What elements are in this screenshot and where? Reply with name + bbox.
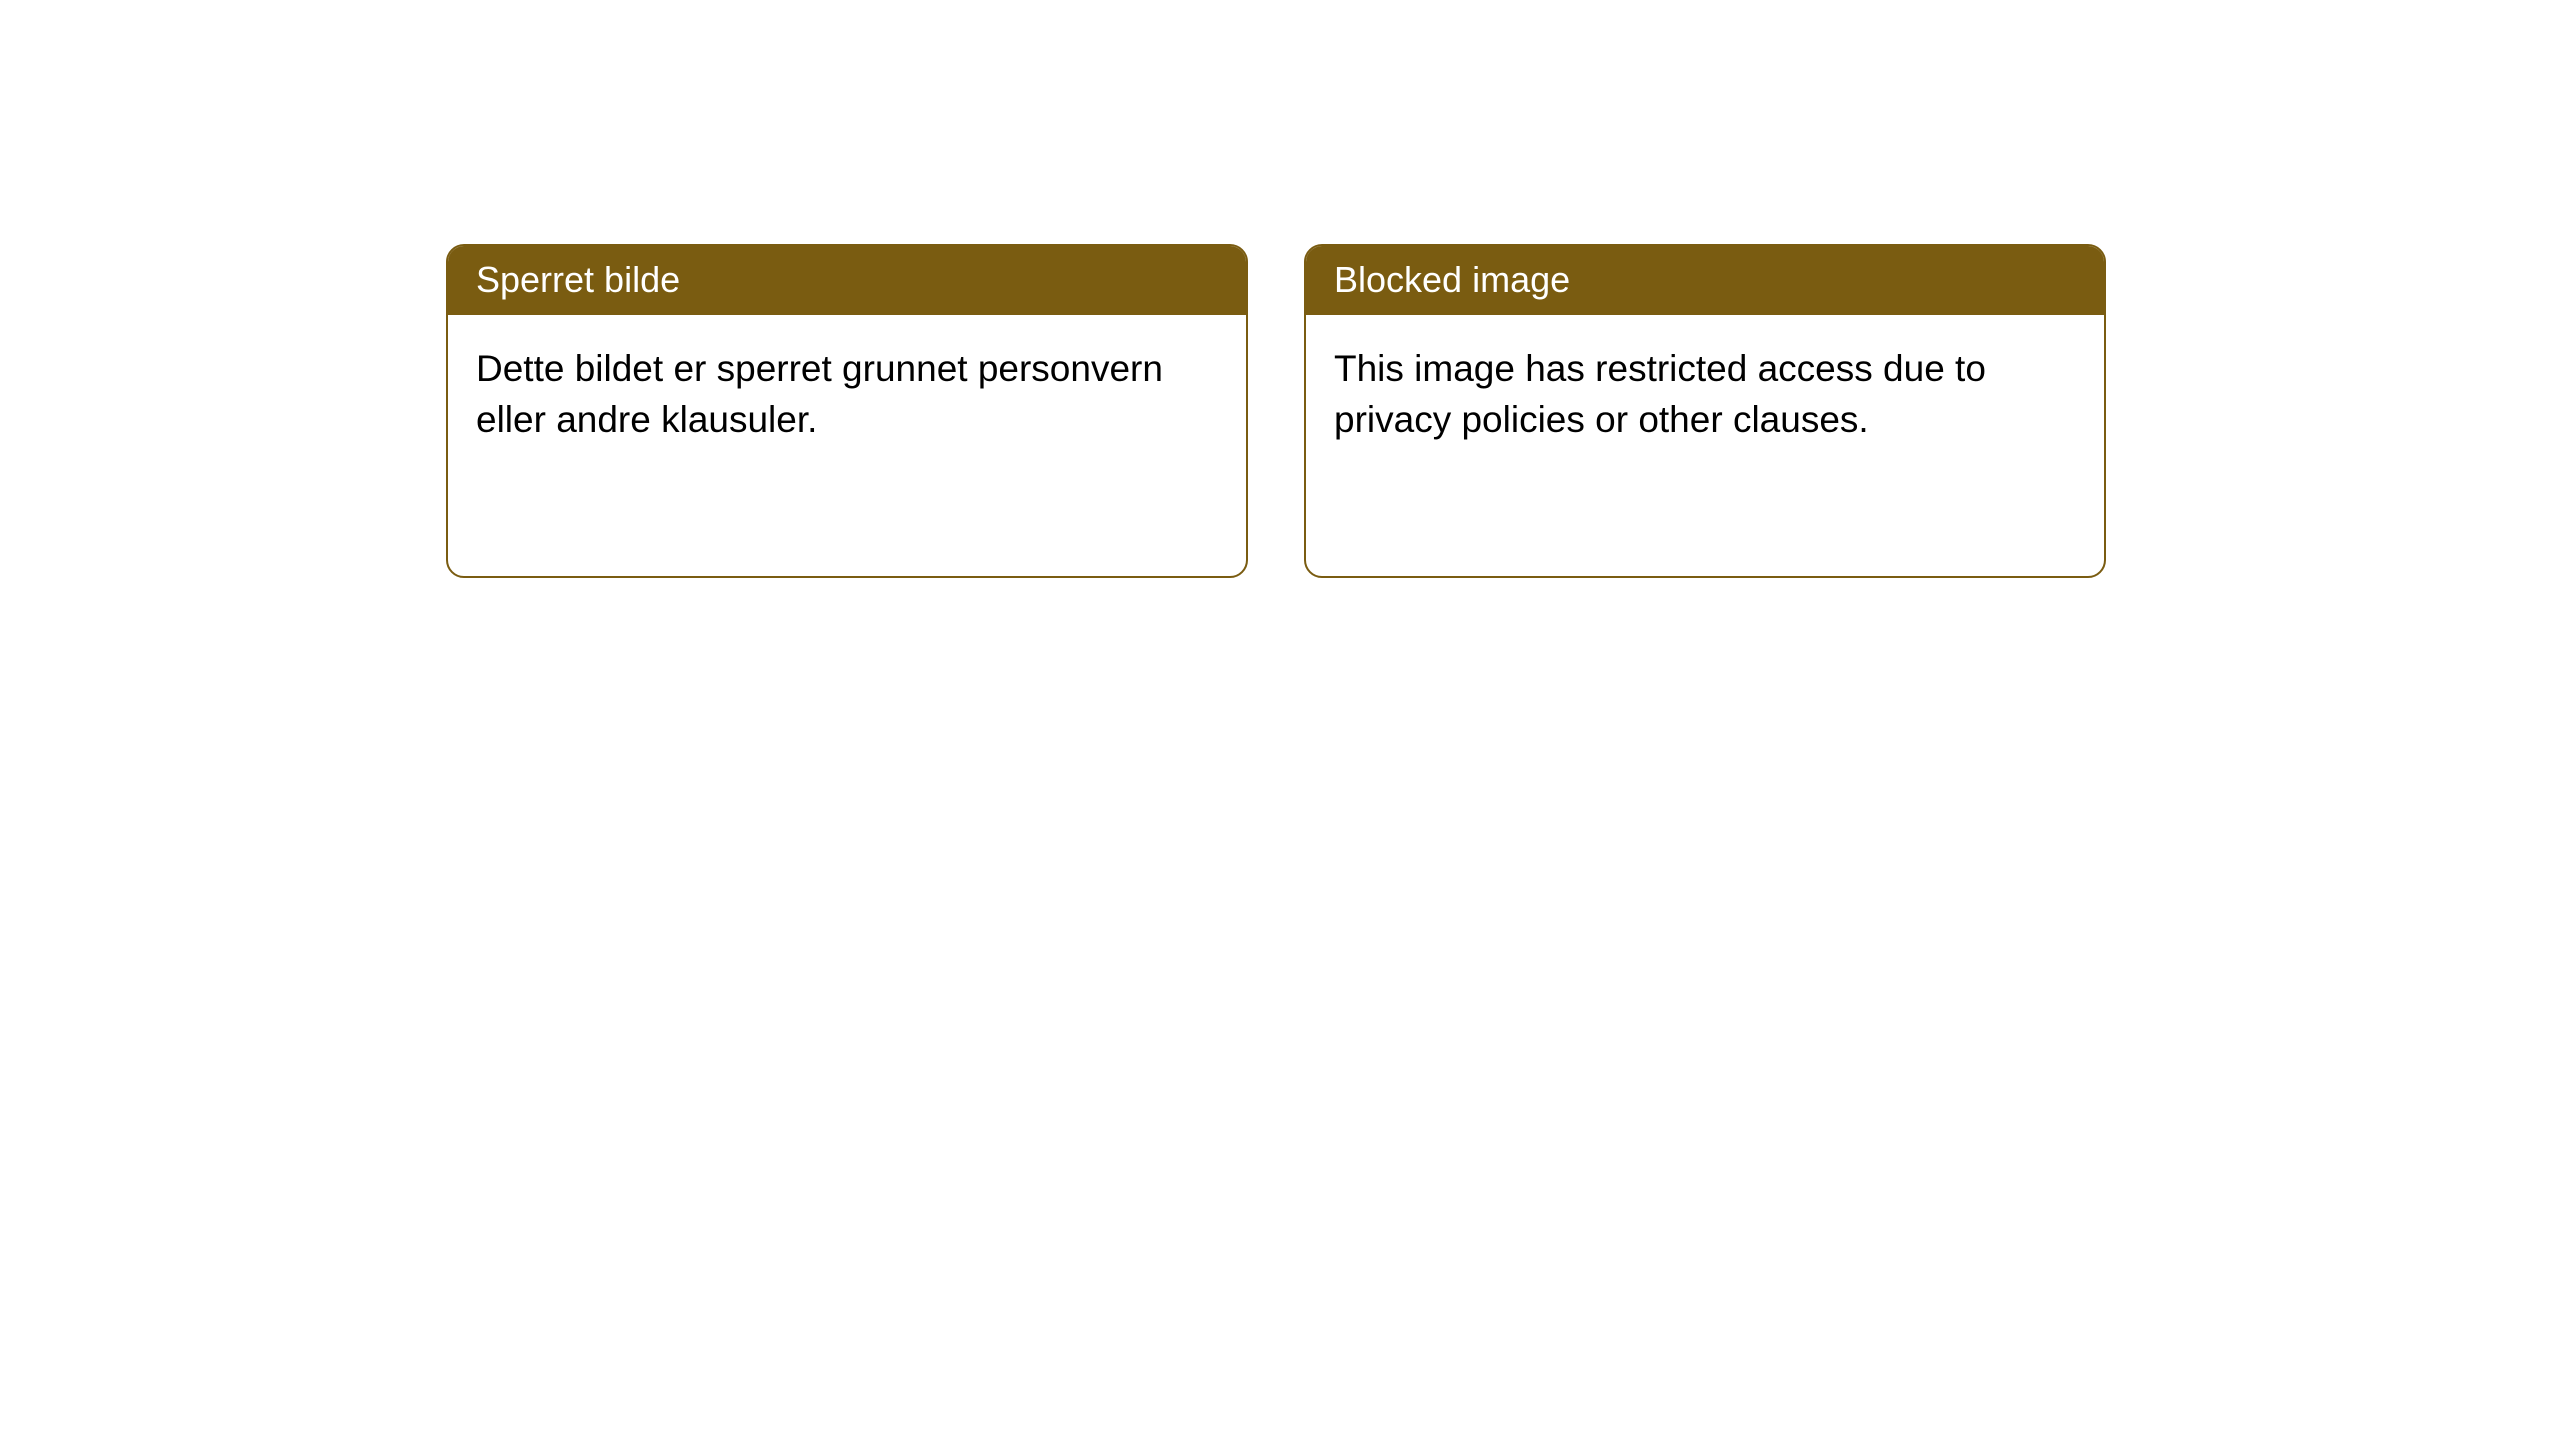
- card-header: Blocked image: [1306, 246, 2104, 315]
- notice-card-english: Blocked image This image has restricted …: [1304, 244, 2106, 578]
- notice-cards-container: Sperret bilde Dette bildet er sperret gr…: [446, 244, 2106, 578]
- card-header: Sperret bilde: [448, 246, 1246, 315]
- notice-card-norwegian: Sperret bilde Dette bildet er sperret gr…: [446, 244, 1248, 578]
- card-body: Dette bildet er sperret grunnet personve…: [448, 315, 1246, 473]
- card-body: This image has restricted access due to …: [1306, 315, 2104, 473]
